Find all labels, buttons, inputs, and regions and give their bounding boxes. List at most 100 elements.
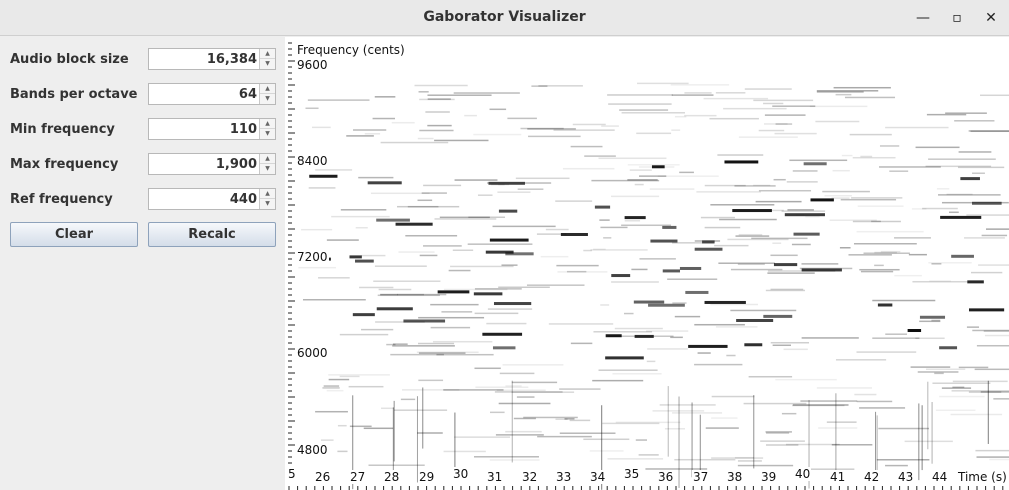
spectrogram-streak (372, 117, 396, 120)
spectrogram-streak (874, 264, 884, 267)
spinner-down-icon[interactable]: ▼ (265, 95, 270, 102)
max-frequency-value[interactable]: 1,900 (215, 157, 257, 172)
spectrogram-note (605, 356, 644, 360)
spectrogram-streak (818, 427, 858, 429)
spectrogram-view[interactable]: Frequency (cents) 9600 8400 7200 6000 48… (285, 37, 1009, 490)
spectrogram-streak (298, 266, 336, 269)
spectrogram-streak (770, 254, 798, 257)
spectrogram-streak (636, 132, 672, 135)
min-frequency-value[interactable]: 110 (229, 122, 257, 137)
spectrogram-note (907, 329, 922, 333)
spectrogram-streak (805, 215, 820, 218)
x-tick-label: 42 (863, 470, 881, 484)
spinner-arrows[interactable]: ▲ ▼ (259, 49, 275, 69)
spectrogram-streak (566, 270, 587, 273)
spectrogram-streak (621, 112, 685, 114)
spectrogram-streak (638, 454, 659, 456)
spectrogram-streak (710, 303, 759, 306)
audio-block-size-spinner[interactable]: 16,384 ▲ ▼ (148, 48, 276, 70)
spectrogram-streak (418, 316, 485, 319)
recalc-button[interactable]: Recalc (148, 222, 276, 247)
spectrogram-note (969, 308, 1005, 312)
ref-frequency-spinner[interactable]: 440 ▲ ▼ (148, 188, 276, 210)
spectrogram-streak (392, 343, 408, 345)
spectrogram-streak (926, 113, 967, 116)
min-frequency-spinner[interactable]: 110 ▲ ▼ (148, 118, 276, 140)
spectrogram-streak (694, 323, 745, 326)
spectrogram-streak (553, 129, 615, 131)
spectrogram-streak (326, 239, 359, 241)
spectrogram-onset (454, 412, 456, 476)
spectrogram-streak (515, 177, 570, 180)
spectrogram-streak (564, 418, 575, 420)
spectrogram-streak (639, 175, 667, 177)
bands-per-octave-spinner[interactable]: 64 ▲ ▼ (148, 83, 276, 105)
spectrogram-streak (340, 209, 387, 211)
spectrogram-streak (966, 214, 1009, 216)
spectrogram-streak (619, 109, 669, 111)
spectrogram-streak (348, 385, 384, 388)
spectrogram-streak (353, 129, 387, 131)
spectrogram-streak (307, 99, 370, 101)
spectrogram-streak (589, 450, 624, 452)
close-icon[interactable]: ✕ (985, 10, 997, 26)
spinner-up-icon[interactable]: ▲ (260, 189, 275, 199)
spectrogram-streak (538, 85, 583, 87)
spectrogram-streak (674, 458, 736, 461)
audio-block-size-value[interactable]: 16,384 (206, 52, 257, 67)
minimize-icon[interactable]: — (916, 10, 930, 26)
spectrogram-streak (593, 331, 653, 333)
bands-per-octave-value[interactable]: 64 (238, 87, 257, 102)
spinner-down-icon[interactable]: ▼ (265, 165, 270, 172)
spinner-arrows[interactable]: ▲ ▼ (259, 154, 275, 174)
spectrogram-streak (418, 342, 455, 345)
spectrogram-canvas[interactable] (285, 37, 1009, 490)
spectrogram-streak (976, 344, 1009, 347)
spectrogram-note (367, 181, 402, 185)
spectrogram-streak (315, 169, 353, 171)
x-tick-label: 40 (794, 467, 812, 481)
spectrogram-streak (983, 330, 1009, 332)
spectrogram-streak (386, 343, 396, 346)
spinner-down-icon[interactable]: ▼ (265, 60, 270, 67)
min-frequency-label: Min frequency (10, 122, 115, 137)
spinner-up-icon[interactable]: ▲ (260, 49, 275, 59)
spectrogram-streak (346, 135, 374, 137)
spinner-arrows[interactable]: ▲ ▼ (259, 84, 275, 104)
x-tick-label: 29 (418, 470, 436, 484)
spectrogram-streak (730, 268, 783, 271)
spectrogram-streak (800, 400, 858, 402)
spinner-arrows[interactable]: ▲ ▼ (259, 119, 275, 139)
spectrogram-streak (301, 228, 333, 231)
spectrogram-note (801, 268, 842, 272)
spinner-down-icon[interactable]: ▼ (265, 130, 270, 137)
ref-frequency-value[interactable]: 440 (229, 192, 257, 207)
spinner-arrows[interactable]: ▲ ▼ (259, 189, 275, 209)
spectrogram-note (960, 177, 980, 181)
spectrogram-streak (975, 449, 1009, 452)
spectrogram-note (877, 303, 893, 307)
spectrogram-streak (527, 128, 576, 130)
clear-button[interactable]: Clear (10, 222, 138, 247)
spectrogram-streak (672, 302, 687, 304)
spinner-down-icon[interactable]: ▼ (265, 200, 270, 207)
spectrogram-streak (417, 432, 443, 434)
maximize-icon[interactable]: ▫ (952, 10, 962, 26)
spinner-up-icon[interactable]: ▲ (260, 84, 275, 94)
spectrogram-streak (734, 185, 776, 187)
spectrogram-streak (361, 328, 394, 331)
spectrogram-note (492, 346, 516, 350)
spectrogram-streak (860, 155, 873, 158)
spectrogram-streak (315, 410, 348, 413)
spectrogram-note (485, 250, 514, 254)
spinner-up-icon[interactable]: ▲ (260, 154, 275, 164)
spectrogram-streak (738, 233, 763, 236)
x-tick-label: 28 (383, 470, 401, 484)
spectrogram-streak (925, 368, 966, 371)
spectrogram-streak (945, 112, 987, 114)
spectrogram-streak (584, 155, 616, 157)
spectrogram-note (662, 269, 681, 273)
spectrogram-streak (684, 114, 717, 117)
max-frequency-spinner[interactable]: 1,900 ▲ ▼ (148, 153, 276, 175)
spinner-up-icon[interactable]: ▲ (260, 119, 275, 129)
